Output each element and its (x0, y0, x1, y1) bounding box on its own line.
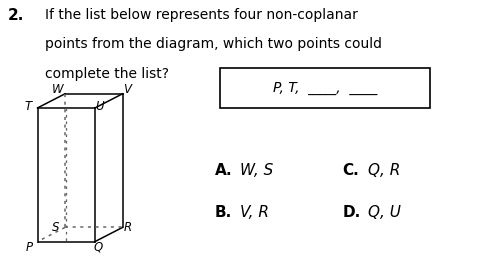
Text: If the list below represents four non-coplanar: If the list below represents four non-co… (45, 8, 358, 22)
Text: V, R: V, R (240, 205, 269, 219)
Text: C.: C. (342, 163, 359, 178)
Text: Q, R: Q, R (368, 163, 400, 178)
Text: W: W (52, 83, 64, 96)
Text: W, S: W, S (240, 163, 273, 178)
Text: 2.: 2. (8, 8, 24, 23)
Text: R: R (124, 221, 132, 234)
Text: V: V (124, 83, 132, 96)
Text: D.: D. (342, 205, 361, 219)
Text: points from the diagram, which two points could: points from the diagram, which two point… (45, 37, 382, 51)
Bar (220, 68, 430, 108)
Text: P, T,  ____,  ____: P, T, ____, ____ (273, 81, 377, 95)
Text: S: S (52, 221, 60, 234)
Text: P: P (26, 241, 33, 254)
Text: T: T (25, 100, 32, 113)
Text: Q, U: Q, U (368, 205, 400, 219)
Text: B.: B. (215, 205, 232, 219)
Text: U: U (96, 100, 104, 113)
Text: complete the list?: complete the list? (45, 67, 169, 81)
Text: A.: A. (215, 163, 232, 178)
Text: Q: Q (94, 241, 102, 254)
